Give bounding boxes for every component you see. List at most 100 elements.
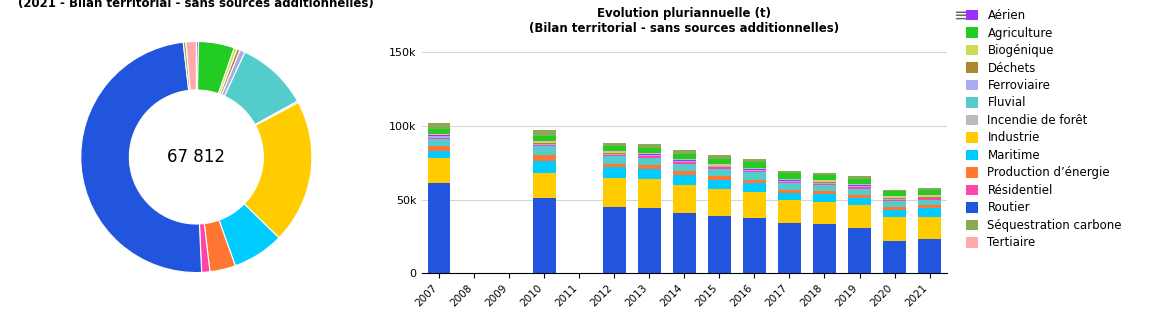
Bar <box>708 180 731 188</box>
Bar <box>638 144 661 148</box>
Bar <box>603 143 626 146</box>
Bar <box>603 151 626 152</box>
Bar <box>778 223 800 273</box>
Bar <box>532 136 556 141</box>
Bar <box>884 196 906 197</box>
Bar <box>708 155 731 159</box>
Bar <box>884 201 906 207</box>
Bar <box>427 183 450 273</box>
Bar <box>603 152 626 153</box>
Bar <box>778 200 800 223</box>
Legend: Aérien, Agriculture, Biogénique, Déchets, Ferroviaire, Fluvial, Incendie de forê: Aérien, Agriculture, Biogénique, Déchets… <box>967 9 1122 249</box>
Bar <box>603 155 626 156</box>
Bar <box>673 160 695 161</box>
Bar <box>918 217 941 239</box>
Wedge shape <box>196 41 199 90</box>
Bar <box>848 176 871 179</box>
Bar <box>884 207 906 210</box>
Bar <box>813 175 836 180</box>
Bar <box>848 179 871 184</box>
Bar <box>918 200 941 205</box>
Bar <box>743 171 766 172</box>
Bar <box>813 192 836 194</box>
Text: 67 812: 67 812 <box>167 148 225 166</box>
Wedge shape <box>218 48 237 94</box>
Bar <box>638 156 661 158</box>
Bar <box>708 167 731 169</box>
Bar <box>427 136 450 137</box>
Wedge shape <box>244 103 312 238</box>
Bar <box>884 217 906 241</box>
Bar <box>427 135 450 136</box>
Bar <box>848 187 871 188</box>
Bar <box>778 180 800 181</box>
Bar <box>603 154 626 155</box>
Bar <box>638 165 661 169</box>
Bar <box>638 153 661 154</box>
Bar <box>848 198 871 205</box>
Bar <box>778 183 800 190</box>
Bar <box>813 181 836 182</box>
Bar <box>532 198 556 273</box>
Bar <box>743 162 766 168</box>
Bar <box>813 173 836 175</box>
Bar <box>673 171 695 175</box>
Bar <box>638 208 661 273</box>
Bar <box>778 173 800 179</box>
Bar <box>813 202 836 224</box>
Bar <box>813 180 836 181</box>
Bar <box>673 162 695 164</box>
Bar <box>603 153 626 154</box>
Bar <box>743 192 766 218</box>
Wedge shape <box>186 41 196 90</box>
Bar <box>532 143 556 145</box>
Bar <box>673 154 695 159</box>
Wedge shape <box>221 49 240 95</box>
Bar <box>884 190 906 191</box>
Bar <box>532 145 556 146</box>
Bar <box>884 199 906 200</box>
Bar <box>603 207 626 273</box>
Wedge shape <box>81 42 202 273</box>
Bar <box>778 171 800 173</box>
Bar <box>708 159 731 164</box>
Bar <box>778 181 800 182</box>
Bar <box>918 198 941 200</box>
Bar <box>743 159 766 162</box>
Bar <box>532 173 556 198</box>
Bar <box>638 154 661 155</box>
Bar <box>673 175 695 185</box>
Bar <box>708 169 731 176</box>
Text: ≡: ≡ <box>953 7 968 25</box>
Bar <box>673 213 695 273</box>
Bar <box>884 241 906 273</box>
Bar <box>673 159 695 160</box>
Bar <box>848 186 871 187</box>
Bar <box>884 198 906 199</box>
Bar <box>918 239 941 273</box>
Bar <box>743 170 766 171</box>
Bar <box>673 161 695 162</box>
Bar <box>638 179 661 208</box>
Bar <box>427 138 450 146</box>
Bar <box>778 182 800 183</box>
Wedge shape <box>184 42 191 90</box>
Bar <box>743 218 766 273</box>
Bar <box>848 184 871 185</box>
Wedge shape <box>198 41 234 94</box>
Bar <box>884 200 906 201</box>
Bar <box>427 137 450 138</box>
Bar <box>603 164 626 167</box>
Bar <box>427 123 450 129</box>
Bar <box>532 161 556 173</box>
Bar <box>532 146 556 155</box>
Bar <box>743 172 766 180</box>
Bar <box>884 191 906 196</box>
Bar <box>673 150 695 154</box>
Title: Evolution pluriannuelle (t)
(Bilan territorial - sans sources additionnelles): Evolution pluriannuelle (t) (Bilan terri… <box>529 7 840 35</box>
Bar <box>708 164 731 165</box>
Bar <box>638 148 661 153</box>
Bar <box>918 195 941 196</box>
Bar <box>918 197 941 198</box>
Bar <box>532 142 556 143</box>
